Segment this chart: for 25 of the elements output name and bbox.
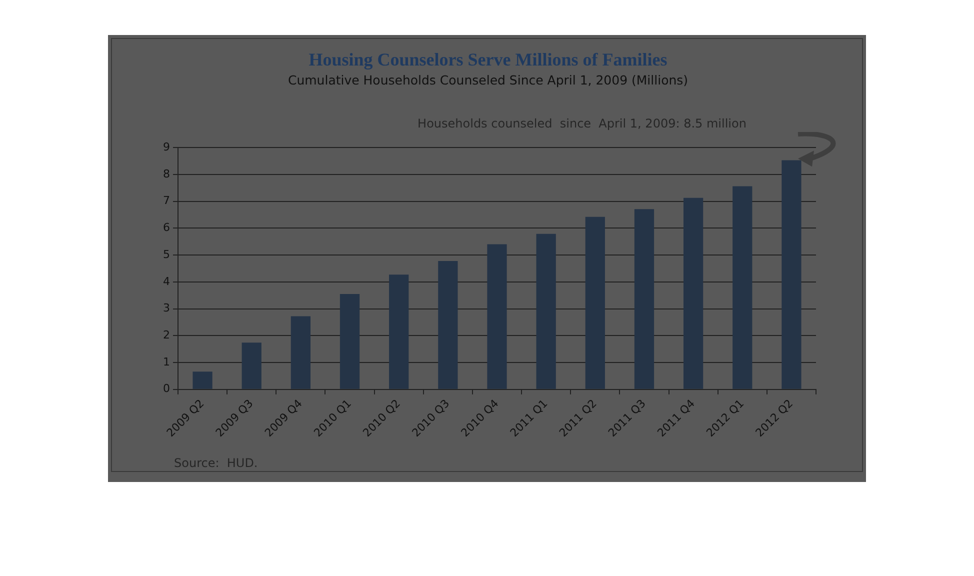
bar xyxy=(585,216,605,389)
y-tick-label: 8 xyxy=(163,167,170,180)
bar xyxy=(732,186,752,389)
bar xyxy=(242,342,262,389)
y-tick-label: 7 xyxy=(163,194,170,208)
bar xyxy=(438,260,458,389)
chart-title: Housing Counselors Serve Millions of Families xyxy=(308,49,668,70)
y-tick-label: 9 xyxy=(163,140,170,154)
bar xyxy=(683,198,704,389)
y-tick-label: 3 xyxy=(163,302,170,315)
bar xyxy=(536,234,556,389)
y-tick-label: 1 xyxy=(163,355,170,368)
bar xyxy=(192,372,212,389)
y-tick-label: 6 xyxy=(163,221,170,234)
y-tick-label: 2 xyxy=(163,328,170,342)
bar xyxy=(634,209,654,389)
bar xyxy=(487,244,507,389)
y-tick-label: 4 xyxy=(163,274,170,288)
y-tick-label: 5 xyxy=(163,248,170,261)
bar xyxy=(340,294,360,389)
bar xyxy=(290,316,311,389)
chart-subtitle: Cumulative Households Counseled Since April 1, 2009 (Millions) xyxy=(288,72,688,88)
y-tick-label: 0 xyxy=(163,382,170,396)
bar xyxy=(389,274,409,389)
bar xyxy=(782,160,802,389)
